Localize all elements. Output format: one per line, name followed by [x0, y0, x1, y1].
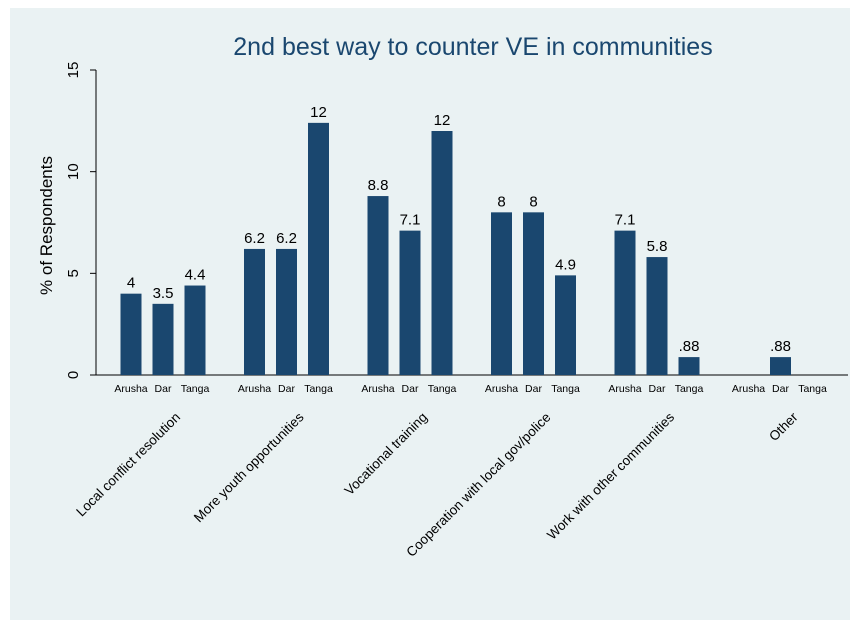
category-label-5: Other	[766, 409, 801, 444]
bar-4-tanga	[678, 357, 700, 375]
category-label-2: Vocational training	[342, 410, 431, 499]
bar-chart: 2nd best way to counter VE in communitie…	[37, 33, 848, 560]
bar-value-label-3-arusha: 8	[497, 193, 505, 210]
bar-value-label-2-tanga: 12	[434, 112, 451, 129]
bar-value-label-5-dar: .88	[770, 338, 791, 355]
bar-0-arusha	[120, 293, 142, 375]
bar-4-arusha	[614, 230, 636, 375]
group-label-1-arusha: Arusha	[238, 383, 271, 395]
bar-value-label-1-tanga: 12	[310, 104, 327, 121]
bar-value-label-0-arusha: 4	[127, 275, 135, 292]
plot-area: 0 5 10 15 % of Respondents 4 Arusha 3.5 Dar 4.4 Ta…	[37, 62, 848, 560]
bar-value-label-2-arusha: 8.8	[368, 177, 389, 194]
bar-1-arusha	[244, 248, 265, 375]
bar-value-label-3-tanga: 4.9	[555, 256, 576, 273]
bar-value-label-4-arusha: 7.1	[615, 212, 636, 229]
bar-0-tanga	[184, 285, 206, 375]
group-label-2-tanga: Tanga	[428, 383, 457, 395]
y-tick-label-5: 5	[65, 269, 82, 277]
bar-3-arusha	[491, 212, 512, 375]
group-label-5-arusha: Arusha	[732, 383, 765, 395]
group-label-3-tanga: Tanga	[551, 383, 580, 395]
y-tick-label-15: 15	[65, 62, 82, 79]
bar-1-dar	[276, 248, 297, 375]
group-label-2-arusha: Arusha	[361, 383, 394, 395]
bar-1-tanga	[308, 122, 329, 375]
group-label-1-tanga: Tanga	[304, 383, 333, 395]
bar-5-dar	[770, 357, 791, 375]
bar-value-label-4-dar: 5.8	[647, 238, 668, 255]
category-label-1: More youth opportunities	[191, 409, 307, 525]
group-label-4-arusha: Arusha	[608, 383, 641, 395]
y-tick-label-0: 0	[65, 371, 82, 379]
group-label-0-tanga: Tanga	[181, 383, 210, 395]
chart-title: 2nd best way to counter VE in communitie…	[233, 33, 712, 61]
category-label-4: Work with other communities	[544, 409, 677, 542]
bar-3-tanga	[555, 275, 576, 375]
bar-value-label-4-tanga: .88	[679, 338, 700, 355]
bar-4-dar	[646, 257, 668, 375]
bar-2-tanga	[431, 131, 453, 375]
bar-value-label-1-arusha: 6.2	[244, 230, 265, 247]
bar-value-label-2-dar: 7.1	[400, 212, 421, 229]
category-label-0: Local conflict resolution	[73, 410, 183, 520]
group-label-4-tanga: Tanga	[675, 383, 704, 395]
group-label-5-dar: Dar	[772, 383, 789, 395]
chart-frame: 2nd best way to counter VE in communitie…	[10, 8, 850, 620]
bar-value-label-0-dar: 3.5	[153, 285, 174, 302]
group-label-2-dar: Dar	[402, 383, 419, 395]
group-label-0-arusha: Arusha	[114, 383, 147, 395]
group-label-4-dar: Dar	[649, 383, 666, 395]
group-label-1-dar: Dar	[278, 383, 295, 395]
group-label-3-arusha: Arusha	[485, 383, 518, 395]
group-label-5-tanga: Tanga	[798, 383, 827, 395]
bar-value-label-3-dar: 8	[529, 193, 537, 210]
category-label-3: Cooperation with local gov/police	[403, 410, 553, 560]
bar-2-dar	[399, 230, 421, 375]
y-tick-label-10: 10	[65, 163, 82, 180]
group-label-3-dar: Dar	[525, 383, 542, 395]
bar-value-label-1-dar: 6.2	[276, 230, 297, 247]
bar-3-dar	[523, 212, 544, 375]
bar-2-arusha	[367, 196, 389, 375]
bar-0-dar	[152, 303, 174, 375]
bar-value-label-0-tanga: 4.4	[185, 267, 206, 284]
group-label-0-dar: Dar	[155, 383, 172, 395]
y-axis-title: % of Respondents	[37, 156, 56, 295]
